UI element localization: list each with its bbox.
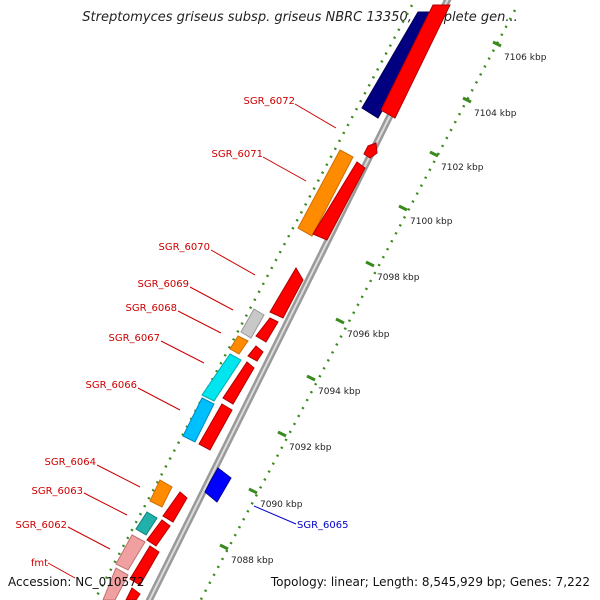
ruler-tick-mark — [277, 430, 287, 438]
label-fmt[interactable]: fmt — [31, 558, 48, 569]
label-sgr-6063[interactable]: SGR_6063 — [32, 486, 84, 497]
gene-6066a-arrow[interactable] — [222, 361, 255, 405]
ruler-tick-label: 7090 kbp — [260, 500, 303, 510]
ruler-tick-label: 7092 kbp — [289, 443, 332, 453]
ruler-tick-mark — [365, 260, 375, 268]
gene-6066b-arrow[interactable] — [198, 403, 233, 451]
label-sgr-6065[interactable]: SGR_6065 — [297, 520, 349, 531]
ruler-tick-label: 7088 kbp — [231, 556, 274, 566]
band-teal-6063[interactable] — [135, 511, 158, 536]
ruler-tick-mark — [219, 543, 229, 551]
gene-6064-arrow[interactable] — [162, 491, 188, 523]
band-pink-fmt[interactable] — [102, 567, 129, 600]
label-sgr-6071[interactable]: SGR_6071 — [212, 149, 264, 160]
ruler-tick-mark — [429, 150, 439, 158]
ruler-tick-mark — [398, 204, 408, 212]
band-pink-6062[interactable] — [115, 534, 146, 571]
ruler-tick-mark — [335, 317, 345, 325]
label-sgr-6066[interactable]: SGR_6066 — [86, 380, 138, 391]
gene-fmt-arrow[interactable] — [125, 587, 141, 600]
ruler-ticks: 7106 kbp 7104 kbp 7102 kbp 7100 kbp 7098 kbp… — [219, 40, 547, 566]
gene-6071-arrow[interactable] — [312, 161, 366, 241]
band-gray-6068[interactable] — [240, 308, 265, 339]
label-sgr-6062[interactable]: SGR_6062 — [16, 520, 68, 531]
ruler-tick-mark — [248, 487, 258, 495]
ruler-tick-label: 7104 kbp — [474, 109, 517, 119]
label-sgr-6064[interactable]: SGR_6064 — [45, 457, 97, 468]
ruler-tick-label: 7106 kbp — [504, 53, 547, 63]
ruler-tick-mark — [492, 40, 502, 48]
ruler-tick-mark — [306, 374, 316, 382]
band-lightblue-6066[interactable] — [182, 397, 215, 443]
gene-6063-arrow[interactable] — [146, 519, 171, 547]
gene-6072-arrow[interactable] — [363, 142, 378, 159]
gene-6068-arrow[interactable] — [255, 317, 279, 343]
ruler-tick-mark — [462, 96, 472, 104]
ruler-tick-label: 7102 kbp — [441, 163, 484, 173]
gene-6073-arrow[interactable] — [380, 4, 451, 119]
label-sgr-6067[interactable]: SGR_6067 — [109, 333, 161, 344]
gene-6067-arrow[interactable] — [247, 345, 264, 362]
band-orange-6071[interactable] — [297, 149, 354, 237]
gene-6070-arrow[interactable] — [269, 267, 304, 319]
selected-leader — [253, 505, 297, 525]
band-orange-6064[interactable] — [149, 479, 173, 508]
forward-genes — [125, 4, 451, 600]
label-sgr-6069[interactable]: SGR_6069 — [138, 279, 190, 290]
label-sgr-6070[interactable]: SGR_6070 — [159, 242, 211, 253]
band-cyan-6066[interactable] — [201, 353, 242, 402]
label-leaders — [47, 103, 337, 579]
gene-6062-arrow[interactable] — [129, 545, 160, 586]
ruler-tick-label: 7100 kbp — [410, 217, 453, 227]
band-orange-6067[interactable] — [229, 335, 249, 355]
map-title: Streptomyces griseus subsp. griseus NBRC… — [82, 10, 518, 25]
gene-6065-arrow[interactable] — [204, 467, 232, 503]
ruler-tick-label: 7096 kbp — [347, 330, 390, 340]
gene-labels: SGR_6072 SGR_6071 SGR_6070 SGR_6069 SGR_… — [16, 96, 296, 569]
ruler-tick-label: 7098 kbp — [377, 273, 420, 283]
label-sgr-6068[interactable]: SGR_6068 — [126, 303, 178, 314]
accession-text: Accession: NC_010572 — [8, 575, 145, 589]
topology-text: Topology: linear; Length: 8,545,929 bp; … — [270, 575, 590, 589]
label-sgr-6072[interactable]: SGR_6072 — [244, 96, 296, 107]
ruler-tick-label: 7094 kbp — [318, 387, 361, 397]
